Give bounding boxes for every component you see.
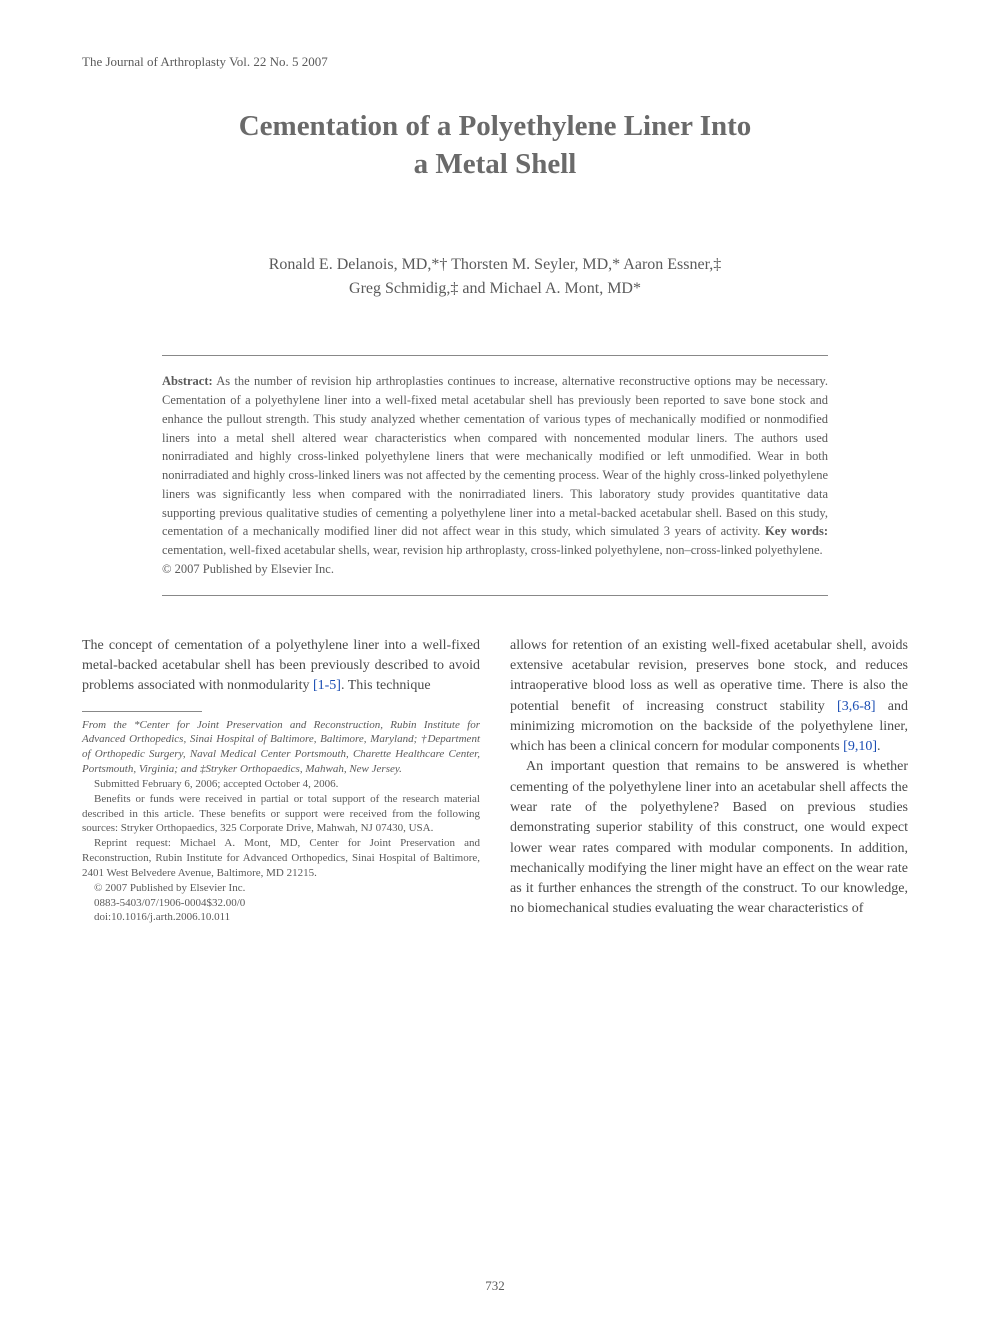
- title-line-2: a Metal Shell: [414, 148, 577, 180]
- citation-link[interactable]: [1-5]: [313, 678, 341, 693]
- abstract-copyright: © 2007 Published by Elsevier Inc.: [162, 562, 334, 576]
- body-paragraph: An important question that remains to be…: [510, 757, 908, 919]
- right-column: allows for retention of an existing well…: [510, 636, 908, 926]
- affiliation-note: From the *Center for Joint Preservation …: [82, 718, 480, 777]
- citation-link[interactable]: [9,10]: [843, 739, 877, 754]
- benefits-note: Benefits or funds were received in parti…: [82, 792, 480, 837]
- abstract-text: Abstract: As the number of revision hip …: [162, 372, 828, 578]
- doi-note: doi:10.1016/j.arth.2006.10.011: [82, 910, 480, 925]
- body-paragraph: allows for retention of an existing well…: [510, 636, 908, 758]
- journal-header: The Journal of Arthroplasty Vol. 22 No. …: [82, 54, 908, 70]
- body-text: . This technique: [341, 678, 431, 693]
- body-columns: The concept of cementation of a polyethy…: [82, 636, 908, 926]
- submitted-note: Submitted February 6, 2006; accepted Oct…: [82, 777, 480, 792]
- abstract-box: Abstract: As the number of revision hip …: [162, 355, 828, 595]
- body-paragraph: The concept of cementation of a polyethy…: [82, 636, 480, 697]
- left-column: The concept of cementation of a polyethy…: [82, 636, 480, 926]
- issn-note: 0883-5403/07/1906-0004$32.00/0: [82, 896, 480, 911]
- footnote-separator: [82, 711, 202, 712]
- page-number: 732: [0, 1278, 990, 1294]
- abstract-label: Abstract:: [162, 374, 213, 388]
- citation-link[interactable]: [3,6-8]: [837, 699, 876, 714]
- authors-line-2: Greg Schmidig,‡ and Michael A. Mont, MD*: [349, 280, 641, 297]
- copyright-note: © 2007 Published by Elsevier Inc.: [82, 881, 480, 896]
- footnotes-block: From the *Center for Joint Preservation …: [82, 718, 480, 926]
- abstract-body: As the number of revision hip arthroplas…: [162, 374, 828, 538]
- keywords-text: cementation, well-fixed acetabular shell…: [162, 543, 823, 557]
- title-line-1: Cementation of a Polyethylene Liner Into: [239, 110, 752, 142]
- body-text: .: [877, 739, 881, 754]
- authors-line-1: Ronald E. Delanois, MD,*† Thorsten M. Se…: [269, 256, 722, 273]
- authors-block: Ronald E. Delanois, MD,*† Thorsten M. Se…: [82, 253, 908, 301]
- keywords-label: Key words:: [765, 524, 828, 538]
- reprint-note: Reprint request: Michael A. Mont, MD, Ce…: [82, 836, 480, 881]
- article-title: Cementation of a Polyethylene Liner Into…: [122, 108, 868, 183]
